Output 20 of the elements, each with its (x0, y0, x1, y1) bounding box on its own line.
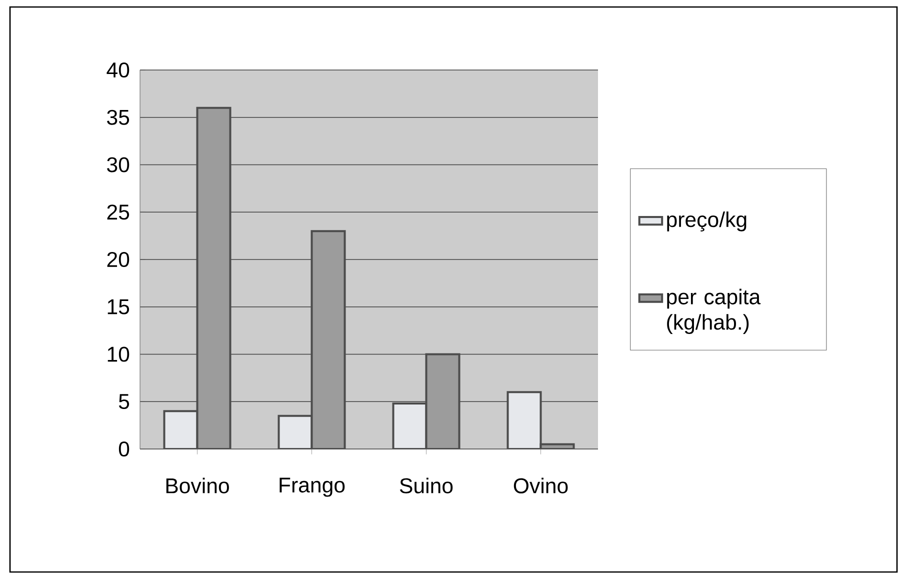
y-tick-label: 10 (108, 346, 130, 362)
y-tick-label: 5 (118, 394, 130, 410)
x-tick-label: Bovino (166, 478, 229, 494)
y-tick-label: 20 (107, 252, 130, 268)
y-tick-label: 40 (106, 62, 130, 78)
bar (310, 230, 346, 449)
legend-label: per capita (kg/hab.) (667, 288, 761, 334)
y-tick-label: 25 (107, 204, 130, 220)
bar (506, 391, 542, 449)
bar (196, 106, 232, 449)
x-tick-label: Ovino (514, 478, 568, 494)
y-tick-label: 15 (108, 299, 130, 314)
bar (425, 353, 460, 449)
bar (392, 402, 428, 449)
y-tick-label: 0 (118, 441, 130, 457)
x-tick-label: Frango (280, 478, 345, 497)
x-tick-label: Suino (400, 478, 453, 494)
y-tick-label: 30 (107, 157, 130, 172)
y-tick-label: 35 (107, 110, 130, 125)
legend-label: preço/kg (667, 211, 746, 232)
